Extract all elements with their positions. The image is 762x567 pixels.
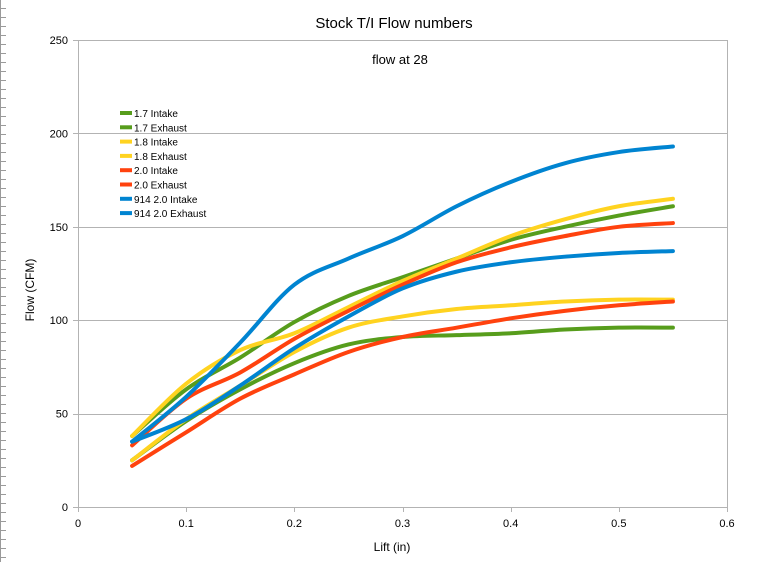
y-tick-label: 0: [62, 502, 68, 514]
legend: 1.7 Intake 1.7 Exhaust 1.8 Intake 1.8 Exhau…: [120, 109, 206, 220]
series-line-914-2-0-intake: [130, 144, 675, 444]
series-line-914-2-0-exhaust: [130, 249, 675, 444]
x-tick-label: 0.6: [719, 518, 734, 530]
y-tick-label: 100: [50, 315, 68, 327]
x-tick-label: 0.5: [611, 518, 626, 530]
y-tick-label: 150: [50, 222, 68, 234]
series-line-2-0-exhaust: [130, 299, 675, 468]
legend-label-2-0-exhaust: 2.0 Exhaust: [134, 181, 187, 192]
x-tick-label: 0.2: [287, 518, 302, 530]
x-axis-title: Lift (in): [374, 540, 411, 554]
legend-label-1-8-intake: 1.8 Intake: [134, 138, 178, 149]
legend-label-1-8-exhaust: 1.8 Exhaust: [134, 152, 187, 163]
chart-title: Stock T/I Flow numbers: [315, 15, 472, 32]
x-tick-label: 0: [75, 518, 81, 530]
x-tick-label: 0.4: [503, 518, 518, 530]
chart-annotation: flow at 28: [372, 52, 428, 67]
legend-label-1-7-exhaust: 1.7 Exhaust: [134, 123, 187, 134]
series-line-1-7-exhaust: [130, 325, 675, 463]
axes: 0 0.1 0.2 0.3 0.4 0.5 0.6 0 50 100 150 200 250: [50, 35, 735, 530]
gridlines: [78, 40, 728, 507]
y-tick-label: 50: [56, 409, 68, 421]
side-ruler: [0, 0, 6, 562]
legend-label-1-7-intake: 1.7 Intake: [134, 109, 178, 120]
y-tick-label: 250: [50, 35, 68, 47]
series-line-1-8-intake: [130, 196, 675, 439]
series-line-2-0-intake: [130, 221, 675, 448]
x-tick-label: 0.3: [395, 518, 410, 530]
y-tick-label: 200: [50, 128, 68, 140]
y-axis-title: Flow (CFM): [23, 259, 37, 322]
series-line-1-8-exhaust: [130, 297, 675, 463]
series-lines: [130, 144, 675, 468]
x-tick-label: 0.1: [179, 518, 194, 530]
legend-label-914-2-0-exhaust: 914 2.0 Exhaust: [134, 209, 206, 220]
legend-label-2-0-intake: 2.0 Intake: [134, 166, 178, 177]
legend-label-914-2-0-intake: 914 2.0 Intake: [134, 195, 198, 206]
series-line-1-7-intake: [130, 204, 675, 439]
